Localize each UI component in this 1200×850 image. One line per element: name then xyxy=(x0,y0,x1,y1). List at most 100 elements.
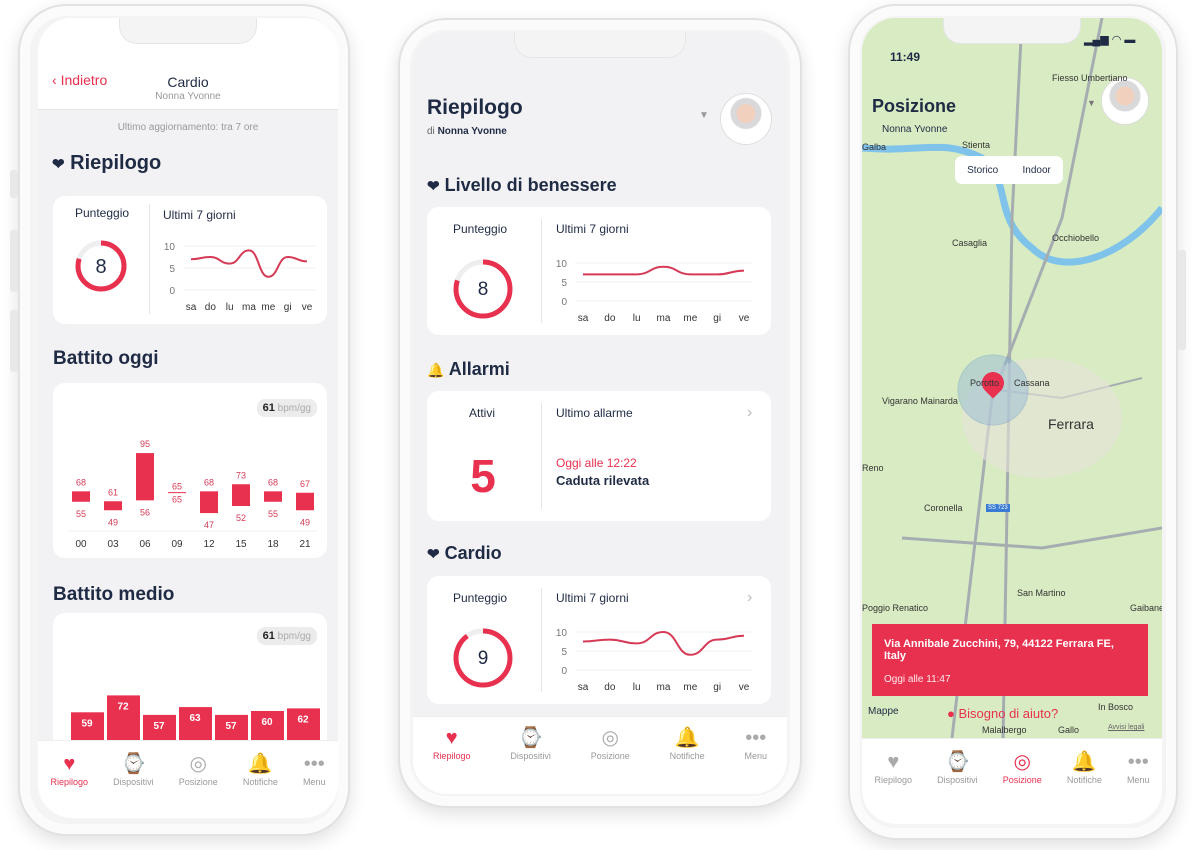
summary-card[interactable]: Punteggio 8 Ultimi 7 giorni 0 5 10 sa do lu ma… xyxy=(53,196,327,324)
alarms-card[interactable]: Attivi 5 Ultimo allarme › Oggi alle 12:2… xyxy=(427,391,771,521)
tab-label: Notifiche xyxy=(1066,775,1102,785)
notch xyxy=(513,32,687,58)
bar-label: 57 xyxy=(225,721,237,732)
score-ring-fill xyxy=(453,259,513,319)
segment-indoor[interactable]: Indoor xyxy=(1022,164,1051,176)
tab-posizione[interactable]: ◎ Posizione xyxy=(179,751,218,818)
map-place-label: Fiesso Umbertiano xyxy=(1052,73,1128,83)
tab-notifiche[interactable]: 🔔 Notifiche xyxy=(243,751,278,818)
section-title: Battito medio xyxy=(53,584,175,605)
tab-riepilogo[interactable]: ♥ Riepilogo xyxy=(875,749,913,824)
bar-label: 72 xyxy=(117,701,129,712)
tab-label: Dispositivi xyxy=(113,777,154,787)
power-button xyxy=(1178,250,1186,350)
score-value: 8 xyxy=(95,256,107,278)
alarm-icon: 🔔 xyxy=(427,362,445,378)
chevron-down-icon[interactable]: ▼ xyxy=(1087,98,1096,108)
x-tick-label: 00 xyxy=(75,539,87,550)
range-bar xyxy=(264,491,282,502)
y-tick-label: 5 xyxy=(169,264,175,275)
tab-label: Menu xyxy=(302,777,326,787)
volume-button xyxy=(10,310,18,372)
x-tick-label: ve xyxy=(739,313,750,324)
more-icon: ••• xyxy=(745,727,767,749)
x-tick-label: 21 xyxy=(299,539,311,550)
x-tick-label: 03 xyxy=(107,539,119,550)
position-screen: 11:49 ▂▄▆ ◠ ▬ Posizione Nonna Yvonne ▼ S… xyxy=(862,18,1162,824)
tab-posizione[interactable]: ◎ Posizione xyxy=(1003,749,1042,824)
segment-storico[interactable]: Storico xyxy=(967,164,999,176)
watch-icon: ⌚ xyxy=(518,727,544,749)
tab-label: Posizione xyxy=(178,777,218,787)
x-tick-label: sa xyxy=(578,313,589,324)
tab-menu[interactable]: ••• Menu xyxy=(745,725,768,794)
score-ring-fill xyxy=(75,240,127,292)
tab-label: Dispositivi xyxy=(510,751,551,761)
x-tick-label: ve xyxy=(302,302,313,313)
chevron-down-icon[interactable]: ▼ xyxy=(699,110,709,121)
tab-dispositivi[interactable]: ⌚ Dispositivi xyxy=(510,725,551,794)
summary-screen: Riepilogo di Nonna Yvonne ▼ ❤ Livello di… xyxy=(413,32,787,794)
max-label: 73 xyxy=(236,470,246,480)
chevron-right-icon[interactable]: › xyxy=(747,404,753,421)
page-title: Posizione xyxy=(872,96,957,116)
tab-posizione[interactable]: ◎ Posizione xyxy=(591,725,630,794)
address-banner[interactable]: Via Annibale Zucchini, 79, 44122 Ferrara… xyxy=(872,624,1148,696)
max-label: 95 xyxy=(140,439,150,449)
page-subtitle: Nonna Yvonne xyxy=(155,91,221,102)
last-alarm-time: Oggi alle 12:22 xyxy=(556,456,637,470)
tab-notifiche[interactable]: 🔔 Notifiche xyxy=(670,725,705,794)
y-tick-label: 10 xyxy=(164,242,176,253)
tab-dispositivi[interactable]: ⌚ Dispositivi xyxy=(937,749,978,824)
chevron-left-icon: ‹ xyxy=(52,72,61,88)
location-target-icon: ◎ xyxy=(189,753,207,775)
heart-pulse-icon: ❤ xyxy=(427,546,440,563)
cardio-card[interactable]: Punteggio › 9 Ultimi 7 giorni 0 5 10 sa do lu… xyxy=(427,576,771,704)
page-subtitle: di Nonna Yvonne xyxy=(427,126,507,137)
watch-icon: ⌚ xyxy=(120,753,146,775)
section-title: ❤ Cardio xyxy=(427,543,502,563)
chevron-right-icon[interactable]: › xyxy=(747,589,753,606)
x-tick-label: me xyxy=(683,682,697,693)
score-label: Punteggio xyxy=(75,206,130,220)
heart-icon: ♥ xyxy=(445,727,458,749)
bar-label: 62 xyxy=(297,714,309,725)
page-title: Riepilogo xyxy=(427,96,523,119)
avatar[interactable] xyxy=(1102,78,1148,124)
score-label: Punteggio xyxy=(453,222,508,236)
y-tick-label: 0 xyxy=(561,666,567,677)
tab-dispositivi[interactable]: ⌚ Dispositivi xyxy=(113,751,154,818)
map-place-label: Malalbergo xyxy=(982,725,1027,735)
bpm-badge: 61 bpm/gg xyxy=(256,399,317,417)
bar-label: 60 xyxy=(261,717,273,728)
x-tick-label: do xyxy=(604,313,616,324)
x-tick-label: gi xyxy=(284,302,292,313)
tab-label: Menu xyxy=(1126,775,1150,785)
bar-label: 63 xyxy=(189,713,201,724)
max-label: 68 xyxy=(268,477,278,487)
range-bar xyxy=(296,492,314,511)
x-tick-label: 15 xyxy=(235,539,247,550)
avatar[interactable] xyxy=(721,94,771,144)
tab-menu[interactable]: ••• Menu xyxy=(1127,749,1150,824)
y-tick-label: 5 xyxy=(561,647,567,658)
x-tick-label: me xyxy=(261,302,275,313)
address-time: Oggi alle 11:47 xyxy=(884,674,951,685)
min-label: 56 xyxy=(140,507,150,517)
legal-link[interactable]: Avvisi legali xyxy=(1108,724,1145,731)
tab-riepilogo[interactable]: ♥ Riepilogo xyxy=(433,725,471,794)
back-button[interactable]: ‹ Indietro xyxy=(52,72,108,88)
help-button[interactable]: ● Bisogno di aiuto? xyxy=(947,706,1059,721)
x-tick-label: do xyxy=(205,302,217,313)
tab-menu[interactable]: ••• Menu xyxy=(303,751,326,818)
x-tick-label: lu xyxy=(633,313,641,324)
bell-icon: 🔔 xyxy=(1071,751,1097,773)
x-tick-label: 12 xyxy=(203,539,215,550)
wellbeing-card[interactable]: Punteggio 8 Ultimi 7 giorni 0 5 10 sa do lu ma… xyxy=(427,207,771,335)
notch xyxy=(943,18,1081,44)
tab-notifiche[interactable]: 🔔 Notifiche xyxy=(1067,749,1102,824)
x-tick-label: 18 xyxy=(267,539,279,550)
tab-riepilogo[interactable]: ♥ Riepilogo xyxy=(51,751,89,818)
page-title: Cardio xyxy=(167,74,209,90)
tab-bar: ♥ Riepilogo ⌚ Dispositivi ◎ Posizione 🔔 Notific… xyxy=(862,738,1162,824)
